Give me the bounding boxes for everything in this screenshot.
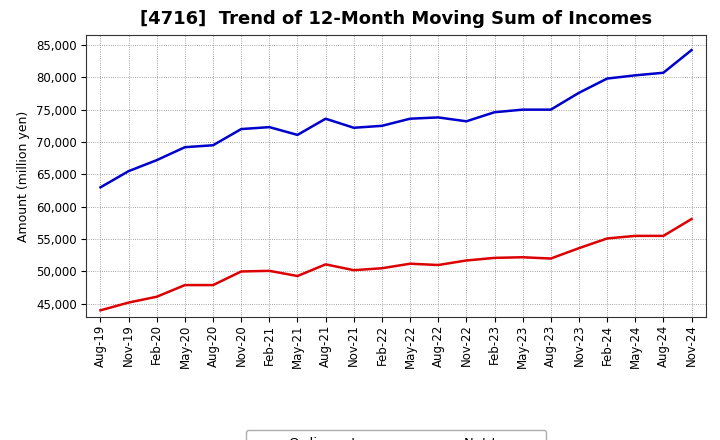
Net Income [153, 294, 161, 299]
Ordinary Income [237, 126, 246, 132]
Ordinary Income [434, 115, 443, 120]
Ordinary Income [125, 169, 133, 174]
Ordinary Income [321, 116, 330, 121]
Ordinary Income [631, 73, 639, 78]
Ordinary Income [96, 185, 105, 190]
Ordinary Income [546, 107, 555, 112]
Net Income [434, 262, 443, 268]
Net Income [546, 256, 555, 261]
Net Income [181, 282, 189, 288]
Line: Net Income: Net Income [101, 219, 691, 310]
Ordinary Income [518, 107, 527, 112]
Line: Ordinary Income: Ordinary Income [101, 50, 691, 187]
Ordinary Income [265, 125, 274, 130]
Ordinary Income [462, 119, 471, 124]
Ordinary Income [490, 110, 499, 115]
Ordinary Income [575, 90, 583, 95]
Net Income [518, 255, 527, 260]
Net Income [575, 246, 583, 251]
Net Income [462, 258, 471, 263]
Net Income [631, 233, 639, 238]
Net Income [603, 236, 611, 241]
Net Income [125, 300, 133, 305]
Legend: Ordinary Income, Net Income: Ordinary Income, Net Income [246, 430, 546, 440]
Net Income [96, 308, 105, 313]
Ordinary Income [603, 76, 611, 81]
Net Income [377, 266, 386, 271]
Ordinary Income [406, 116, 415, 121]
Net Income [490, 255, 499, 260]
Ordinary Income [687, 48, 696, 53]
Y-axis label: Amount (million yen): Amount (million yen) [17, 110, 30, 242]
Net Income [237, 269, 246, 274]
Net Income [293, 273, 302, 279]
Net Income [265, 268, 274, 274]
Net Income [349, 268, 358, 273]
Ordinary Income [293, 132, 302, 138]
Ordinary Income [153, 158, 161, 163]
Net Income [687, 216, 696, 222]
Net Income [659, 233, 667, 238]
Net Income [321, 262, 330, 267]
Net Income [406, 261, 415, 266]
Ordinary Income [181, 145, 189, 150]
Ordinary Income [377, 123, 386, 128]
Ordinary Income [209, 143, 217, 148]
Net Income [209, 282, 217, 288]
Title: [4716]  Trend of 12-Month Moving Sum of Incomes: [4716] Trend of 12-Month Moving Sum of I… [140, 10, 652, 28]
Ordinary Income [659, 70, 667, 75]
Ordinary Income [349, 125, 358, 130]
